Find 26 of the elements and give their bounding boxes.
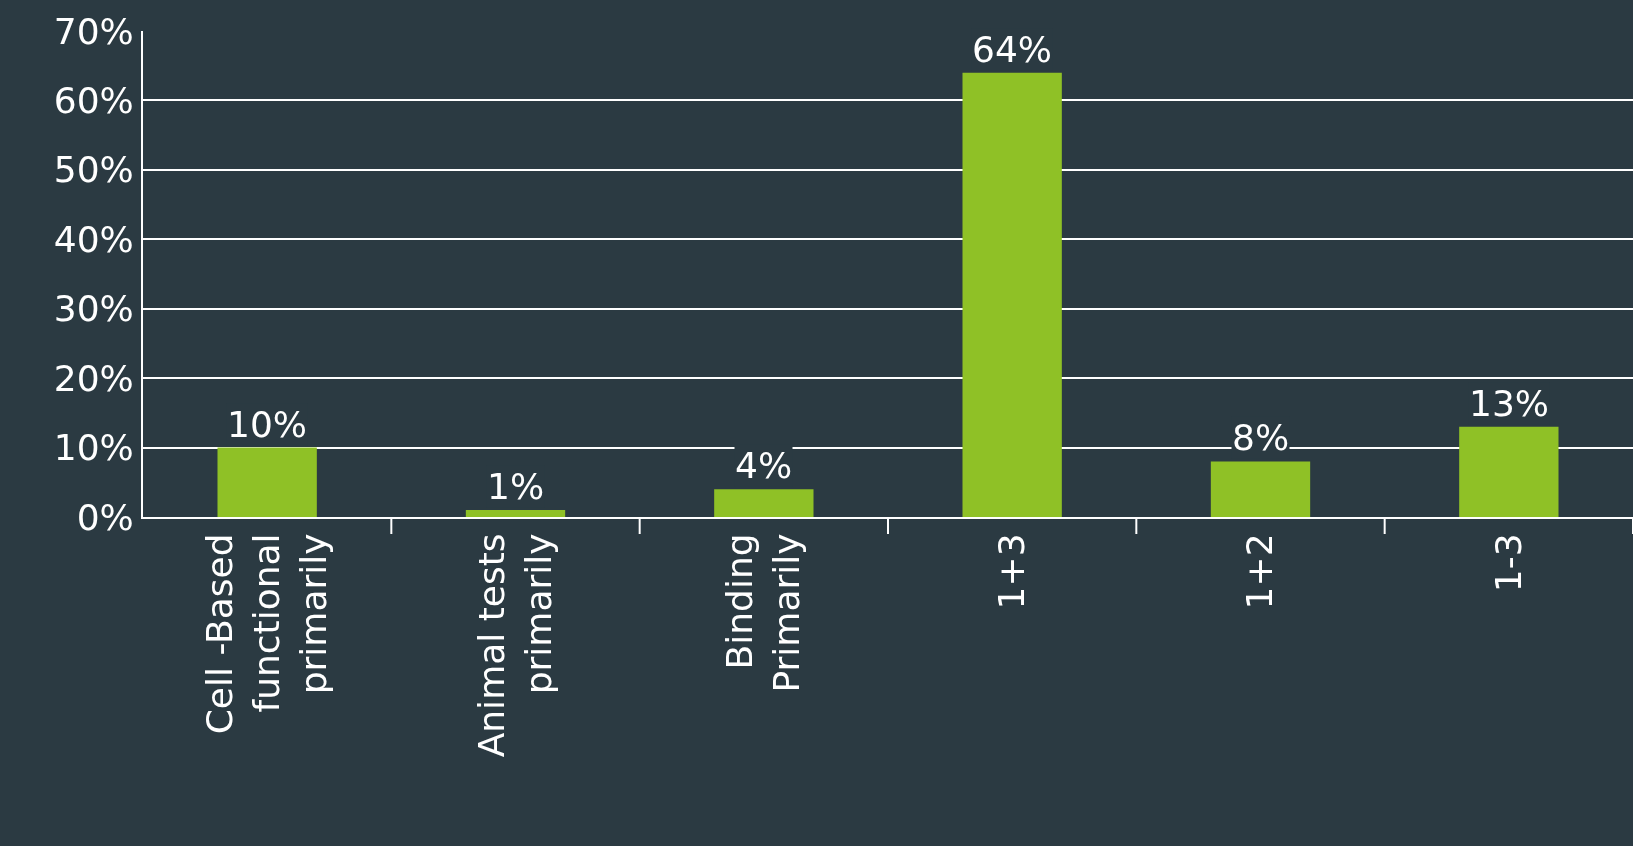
x-tick-label: Binding Primarily bbox=[719, 533, 807, 693]
y-tick-label: 30% bbox=[53, 288, 134, 330]
data-label: 10% bbox=[227, 404, 308, 445]
data-label: 13% bbox=[1469, 383, 1550, 424]
bar bbox=[962, 72, 1062, 517]
data-label: 4% bbox=[735, 445, 793, 486]
bar bbox=[217, 447, 317, 517]
bar bbox=[714, 489, 814, 517]
y-tick-label: 40% bbox=[53, 218, 134, 260]
x-tick-label: 1+3 bbox=[990, 533, 1032, 610]
x-tick-label: 1-3 bbox=[1487, 533, 1529, 593]
y-tick-label: 0% bbox=[76, 496, 134, 538]
y-tick-label: 50% bbox=[53, 149, 134, 191]
bar bbox=[465, 510, 566, 517]
x-tick-label: Cell -Based functional primarily bbox=[199, 533, 334, 735]
data-label: 64% bbox=[972, 29, 1053, 70]
bar bbox=[1459, 426, 1559, 517]
y-tick-label: 10% bbox=[53, 427, 134, 469]
data-label: 1% bbox=[487, 466, 545, 507]
y-tick-label: 60% bbox=[53, 80, 134, 122]
y-tick-label: 70% bbox=[53, 10, 134, 52]
x-tick-label: 1+2 bbox=[1239, 533, 1281, 610]
y-tick-label: 20% bbox=[53, 357, 134, 399]
bar bbox=[1210, 461, 1311, 517]
x-tick-label: Animal tests primarily bbox=[470, 533, 559, 758]
data-label: 8% bbox=[1232, 417, 1290, 458]
